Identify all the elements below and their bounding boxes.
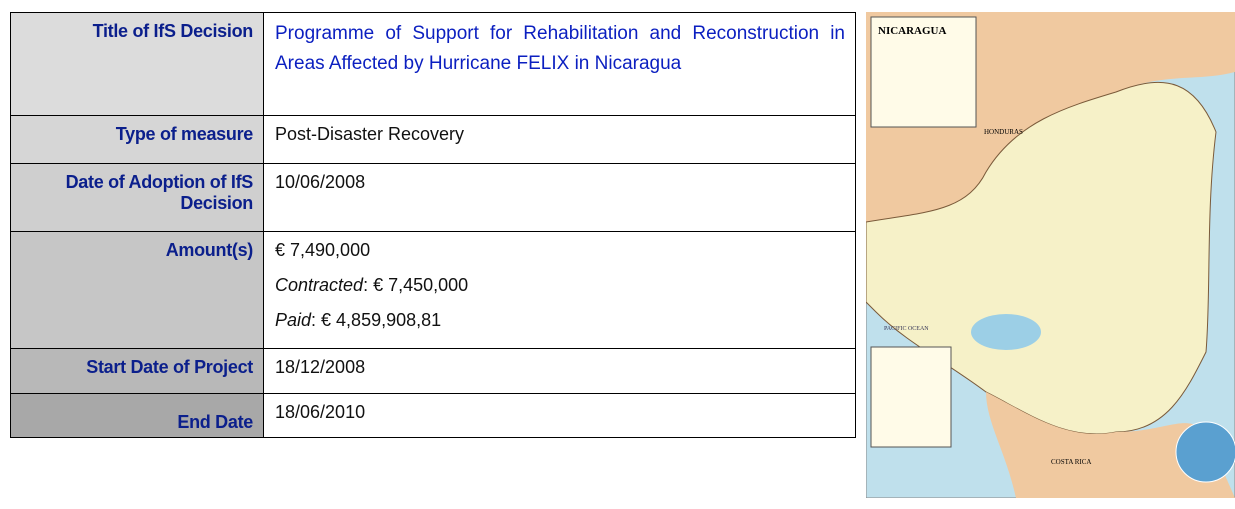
row: Date of Adoption of IfS Decision 10/06/2… [10, 163, 856, 232]
map-label: PACIFIC OCEAN [884, 326, 929, 332]
label: Start Date of Project [10, 348, 264, 394]
costa-rica [986, 392, 1235, 498]
term: Paid [275, 310, 312, 330]
detail: Contracted: € 7,450,000 [275, 275, 845, 296]
map-label: COSTA RICA [1051, 458, 1091, 466]
legend-box [870, 346, 952, 448]
label: End Date [10, 393, 264, 438]
value: 18/06/2010 [263, 393, 856, 438]
map-label: HONDURAS [984, 128, 1023, 136]
row: Title of IfS Decision Programme of Suppo… [10, 12, 856, 116]
map: NICARAGUA HONDURAS PACIFIC OCEAN COSTA R… [866, 12, 1235, 498]
amount: : € 4,859,908,81 [311, 310, 442, 330]
label: Amount(s) [10, 231, 264, 349]
detail: Paid: € 4,859,908,81 [275, 310, 845, 331]
label: Type of measure [10, 115, 264, 164]
label: Date of Adoption of IfS Decision [10, 163, 264, 232]
label: Title of IfS Decision [10, 12, 264, 116]
term: Contracted [275, 275, 364, 295]
row: End Date 18/06/2010 [10, 393, 856, 438]
globe [1175, 421, 1235, 483]
value: € 7,490,000 Contracted: € 7,450,000 Paid… [263, 231, 856, 349]
map-label: NICARAGUA [878, 25, 947, 37]
value: Post-Disaster Recovery [263, 115, 856, 164]
legend-box [870, 16, 977, 128]
row: Start Date of Project 18/12/2008 [10, 348, 856, 394]
amount: : € 7,450,000 [363, 275, 469, 295]
row: Type of measure Post-Disaster Recovery [10, 115, 856, 164]
row: Amount(s) € 7,490,000 Contracted: € 7,45… [10, 231, 856, 349]
value: Programme of Support for Rehabilitation … [263, 12, 856, 116]
amount: € 7,490,000 [275, 240, 371, 260]
value: 10/06/2008 [263, 163, 856, 232]
value: 18/12/2008 [263, 348, 856, 394]
lake [971, 314, 1041, 350]
info-table: Title of IfS Decision Programme of Suppo… [10, 12, 856, 438]
